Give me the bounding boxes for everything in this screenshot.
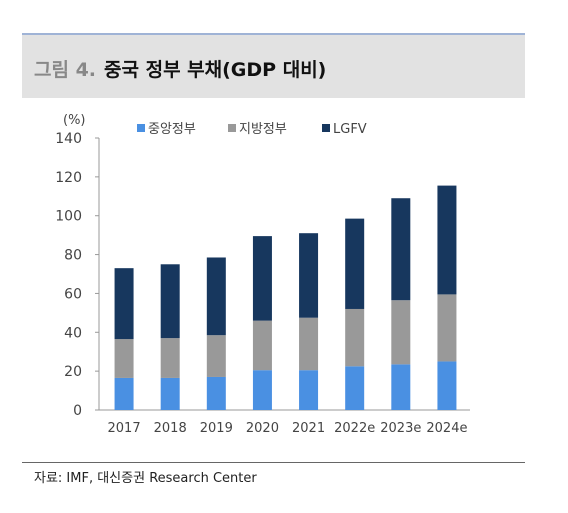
bar-segment-central (391, 364, 411, 410)
bar-segment-central (345, 366, 365, 410)
bar-segment-lgfv (437, 185, 457, 295)
x-tick-label: 2022e (334, 421, 375, 436)
chart-title-text: 중국 정부 부채(GDP 대비) (104, 59, 327, 81)
bar-segment-local (299, 317, 319, 371)
bar-segment-lgfv (160, 264, 180, 339)
top-rule (22, 33, 525, 35)
bar-segment-central (299, 370, 319, 410)
bar-segment-lgfv (252, 236, 272, 321)
y-tick-label: 40 (64, 325, 82, 341)
y-tick-label: 140 (55, 131, 82, 147)
bar-segment-local (114, 339, 134, 378)
x-tick-label: 2024e (426, 421, 467, 436)
bar-segment-central (437, 361, 457, 410)
title-bar (22, 35, 525, 98)
figure-label: 그림 4. (34, 59, 97, 81)
x-tick-label: 2018 (154, 421, 187, 436)
bar-segment-local (391, 300, 411, 365)
bar-segment-central (206, 376, 226, 410)
y-tick-label: 100 (55, 209, 82, 225)
y-axis-label: (%) (63, 113, 86, 128)
legend-label: 중앙정부 (148, 122, 196, 137)
chart-title: 그림 4. 중국 정부 부채(GDP 대비) (34, 55, 326, 82)
y-tick-label: 20 (64, 364, 82, 380)
source-note: 자료: IMF, 대신증권 Research Center (34, 471, 257, 486)
legend-label: 지방정부 (239, 122, 287, 137)
legend-label: LGFV (333, 122, 367, 137)
bar-segment-lgfv (299, 233, 319, 318)
bar-segment-local (206, 335, 226, 377)
y-tick-label: 60 (64, 286, 82, 302)
y-tick-label: 0 (73, 403, 82, 419)
x-tick-label: 2023e (380, 421, 421, 436)
bar-segment-lgfv (391, 198, 411, 301)
x-tick-label: 2019 (200, 421, 233, 436)
bar-segment-local (252, 320, 272, 371)
bar-segment-lgfv (114, 268, 134, 340)
bar-segment-central (114, 377, 134, 410)
y-tick-label: 80 (64, 248, 82, 264)
bar-segment-local (345, 308, 365, 367)
x-tick-label: 2021 (292, 421, 325, 436)
bar-segment-central (160, 377, 180, 410)
bar-segment-local (437, 294, 457, 362)
bar-segment-lgfv (206, 257, 226, 336)
bar-segment-central (252, 370, 272, 410)
y-tick-label: 120 (55, 170, 82, 186)
x-tick-label: 2020 (246, 421, 279, 436)
legend-swatch (322, 124, 330, 132)
legend-swatch (137, 124, 145, 132)
legend-swatch (228, 124, 236, 132)
x-tick-label: 2017 (108, 421, 141, 436)
bar-segment-local (160, 338, 180, 378)
bottom-rule (22, 462, 525, 463)
bar-segment-lgfv (345, 218, 365, 309)
